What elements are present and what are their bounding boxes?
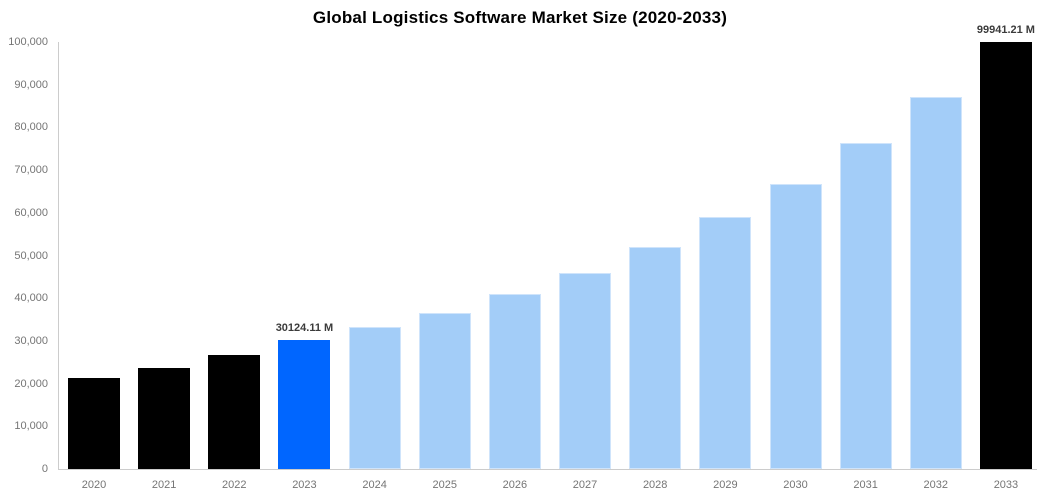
y-tick-label: 30,000 <box>14 334 48 347</box>
y-tick-label: 70,000 <box>14 164 48 177</box>
y-tick-label: 60,000 <box>14 206 48 219</box>
x-tick-label: 2025 <box>432 479 457 491</box>
bar-2032[interactable] <box>909 96 962 469</box>
x-tick-label: 2024 <box>362 479 387 491</box>
bar-2026[interactable] <box>488 293 541 469</box>
x-tick-label: 2033 <box>993 479 1019 491</box>
x-axis-line <box>58 469 1037 470</box>
x-tick-label: 2028 <box>642 479 668 491</box>
bar-2033[interactable] <box>979 42 1032 469</box>
x-tick-label: 2020 <box>81 479 107 491</box>
bar-2025[interactable] <box>418 312 471 469</box>
x-tick-label: 2031 <box>853 479 878 491</box>
x-tick-label: 2026 <box>502 479 528 491</box>
y-tick-label: 90,000 <box>14 78 48 91</box>
x-tick-label: 2021 <box>151 479 177 491</box>
chart-title: Global Logistics Software Market Size (2… <box>312 8 728 27</box>
bar-2020[interactable] <box>68 378 120 469</box>
bar-2028[interactable] <box>629 246 682 469</box>
bar-2029[interactable] <box>699 217 752 469</box>
y-tick-label: 100,000 <box>8 36 48 48</box>
bar-2031[interactable] <box>839 142 892 469</box>
y-tick-label: 80,000 <box>14 121 48 134</box>
y-tick-label: 0 <box>41 463 48 475</box>
bar-2027[interactable] <box>559 272 612 469</box>
x-tick-label: 2022 <box>222 479 247 491</box>
x-tick-label: 2027 <box>572 479 598 491</box>
y-tick-label: 40,000 <box>14 292 48 305</box>
bar-2021[interactable] <box>138 367 191 469</box>
bar-2030[interactable] <box>769 183 822 469</box>
bar-2024[interactable] <box>348 326 401 469</box>
y-tick-label: 20,000 <box>14 377 48 390</box>
y-tick-label: 50,000 <box>14 249 48 262</box>
bar-2023[interactable] <box>278 340 331 469</box>
y-axis-line <box>58 42 59 469</box>
y-tick-label: 10,000 <box>14 420 48 433</box>
x-tick-label: 2023 <box>292 479 317 491</box>
bar-2022[interactable] <box>208 354 261 469</box>
x-tick-label: 2030 <box>783 479 808 491</box>
x-tick-label: 2029 <box>713 479 738 491</box>
x-tick-label: 2032 <box>923 479 949 491</box>
bar-value-label-2033: 99941.21 M <box>976 24 1035 37</box>
bar-value-label-2023: 30124.11 M <box>275 322 334 335</box>
